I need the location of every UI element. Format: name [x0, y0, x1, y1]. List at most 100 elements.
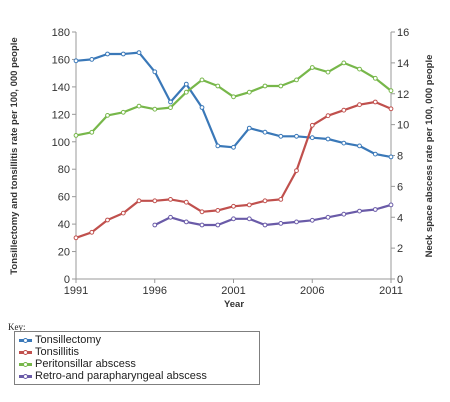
data-point-peritonsillar-abscess — [120, 109, 126, 115]
data-point-peritonsillar-abscess — [168, 105, 173, 110]
data-point-retro-and-parapharyngeal-abscess — [262, 222, 268, 228]
y-axis-title-right: Neck space abscess rate per 100, 000 peo… — [424, 55, 435, 258]
data-point-peritonsillar-abscess — [89, 129, 95, 135]
data-point-tonsillitis — [388, 106, 394, 112]
legend: Tonsillectomy Tonsillitis Peritonsillar … — [14, 331, 260, 385]
data-point-peritonsillar-abscess — [388, 88, 394, 94]
data-point-retro-and-parapharyngeal-abscess — [246, 216, 252, 222]
left-tick-label: 160 — [52, 54, 70, 66]
data-point-tonsillitis — [183, 199, 189, 205]
left-tick-label: 140 — [52, 82, 70, 94]
chart: 0 20 40 60 80 100 120 140 160 180 0 2 4 6 8 10 12 14 16 1… — [9, 27, 435, 310]
data-point-retro-and-parapharyngeal-abscess — [215, 222, 221, 228]
legend-item-peritonsillar-abscess: Peritonsillar abscess — [19, 358, 255, 370]
legend-label-peritonsillar-abscess: Peritonsillar abscess — [35, 358, 136, 370]
data-point-retro-and-parapharyngeal-abscess — [372, 207, 378, 212]
data-point-retro-and-parapharyngeal-abscess — [183, 219, 189, 225]
left-tick-label: 20 — [58, 247, 70, 259]
legend-label-tonsillitis: Tonsillitis — [35, 346, 80, 358]
data-point-tonsillectomy — [105, 51, 110, 57]
data-point-retro-and-parapharyngeal-abscess — [341, 211, 347, 217]
series-tonsillectomy — [73, 50, 394, 160]
data-point-tonsillectomy — [388, 154, 394, 160]
data-point-tonsillectomy — [231, 144, 236, 150]
data-point-peritonsillar-abscess — [105, 113, 110, 118]
data-point-tonsillectomy — [120, 51, 126, 57]
data-point-tonsillectomy — [357, 143, 362, 149]
right-tick-label: 12 — [397, 89, 409, 101]
legend-item-tonsillitis: Tonsillitis — [19, 346, 255, 358]
data-point-retro-and-parapharyngeal-abscess — [388, 202, 394, 208]
data-point-tonsillitis — [215, 208, 221, 213]
data-point-peritonsillar-abscess — [246, 89, 252, 95]
series-tonsillitis — [73, 99, 394, 241]
x-tick-label: 2001 — [221, 285, 245, 297]
x-tick-label: 1996 — [143, 285, 167, 297]
data-point-tonsillitis — [89, 229, 95, 235]
data-point-tonsillitis — [309, 122, 315, 128]
data-point-tonsillectomy — [199, 105, 205, 110]
legend-swatch-retro-parapharyngeal-abscess — [19, 373, 32, 379]
data-point-peritonsillar-abscess — [372, 75, 378, 81]
x-axis-ticks: 1991 1996 2001 2006 2011 — [64, 279, 403, 297]
right-tick-label: 14 — [397, 58, 409, 70]
series-retro-and-parapharyngeal-abscess — [152, 202, 394, 228]
data-point-peritonsillar-abscess — [357, 66, 362, 72]
right-tick-label: 6 — [397, 181, 403, 193]
data-point-tonsillectomy — [183, 81, 189, 87]
data-point-tonsillitis — [341, 107, 347, 113]
left-tick-label: 120 — [52, 109, 70, 121]
data-point-tonsillectomy — [152, 69, 158, 75]
data-point-peritonsillar-abscess — [73, 133, 79, 138]
data-point-tonsillitis — [199, 209, 205, 215]
data-point-tonsillitis — [136, 198, 142, 204]
y-axis-title-left: Tonsillectomy and tonsillitis rate per 1… — [9, 37, 20, 274]
data-point-retro-and-parapharyngeal-abscess — [357, 208, 362, 214]
data-point-tonsillectomy — [325, 136, 331, 142]
data-point-tonsillectomy — [262, 129, 268, 135]
left-axis-ticks: 0 20 40 60 80 100 120 140 160 180 — [52, 27, 76, 286]
data-point-tonsillectomy — [215, 143, 221, 149]
right-tick-label: 16 — [397, 27, 409, 39]
right-tick-label: 8 — [397, 151, 403, 163]
legend-item-tonsillectomy: Tonsillectomy — [19, 334, 255, 346]
data-point-retro-and-parapharyngeal-abscess — [168, 214, 173, 220]
data-point-peritonsillar-abscess — [183, 89, 189, 95]
data-point-tonsillectomy — [73, 58, 79, 64]
data-point-peritonsillar-abscess — [294, 77, 299, 83]
data-point-tonsillitis — [325, 113, 331, 119]
data-point-tonsillitis — [357, 102, 362, 108]
data-point-retro-and-parapharyngeal-abscess — [294, 219, 299, 225]
right-tick-label: 0 — [397, 274, 403, 286]
data-point-tonsillectomy — [168, 99, 173, 105]
data-point-tonsillectomy — [89, 57, 95, 62]
series-peritonsillar-abscess — [73, 60, 394, 138]
data-point-retro-and-parapharyngeal-abscess — [309, 217, 315, 223]
data-point-peritonsillar-abscess — [152, 106, 158, 112]
x-tick-label: 2006 — [300, 285, 324, 297]
left-tick-label: 60 — [58, 192, 70, 204]
data-point-peritonsillar-abscess — [199, 77, 205, 83]
data-point-peritonsillar-abscess — [325, 69, 331, 75]
series-line-retro-and-parapharyngeal-abscess — [154, 203, 392, 227]
data-point-tonsillectomy — [136, 50, 142, 55]
right-tick-label: 2 — [397, 243, 403, 255]
legend-item-retro-parapharyngeal-abscess: Retro-and parapharyngeal abscess — [19, 370, 255, 382]
x-tick-label: 2011 — [379, 285, 403, 297]
legend-swatch-tonsillectomy — [19, 337, 32, 343]
legend-swatch-tonsillitis — [19, 349, 32, 355]
plot-frame — [75, 32, 392, 280]
legend-swatch-peritonsillar-abscess — [19, 361, 32, 367]
data-point-tonsillectomy — [372, 151, 378, 157]
right-tick-label: 10 — [397, 120, 409, 132]
legend-label-retro-parapharyngeal-abscess: Retro-and parapharyngeal abscess — [35, 370, 207, 382]
right-axis-ticks: 0 2 4 6 8 10 12 14 16 — [391, 27, 409, 286]
data-point-tonsillectomy — [294, 133, 299, 139]
data-point-peritonsillar-abscess — [231, 94, 236, 100]
data-point-tonsillitis — [105, 217, 110, 223]
right-tick-label: 4 — [397, 212, 403, 224]
data-point-tonsillitis — [231, 203, 236, 209]
left-tick-label: 180 — [52, 27, 70, 39]
data-point-peritonsillar-abscess — [309, 65, 315, 70]
data-point-retro-and-parapharyngeal-abscess — [231, 216, 236, 222]
